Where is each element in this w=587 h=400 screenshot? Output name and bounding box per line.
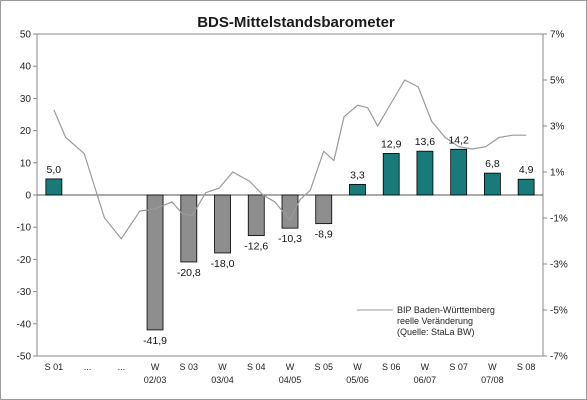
category-label: S 05 [314,362,333,372]
right-axis-ticks: 7% 5% 3% 1% -1% -3% -5% -7% [543,30,568,363]
legend-text-3: (Quelle: StaLa BW) [397,327,475,337]
category-label: W [421,362,430,372]
category-label: ... [84,362,92,372]
bar-value-label: 14,2 [448,134,469,146]
category-label: W [488,362,497,372]
category-label: S 01 [45,362,64,372]
chart-title: BDS-Mittelstandsbarometer [197,14,395,31]
category-labels: S 01...... W 02/03 S 03 W 03/04 S 04 W 04/05 S 05… [45,362,536,385]
category-label: W [286,362,295,372]
category-label: W [353,362,362,372]
bar-value-label: -12,6 [244,241,268,253]
left-tick-label: 20 [20,126,32,137]
category-sublabel: 06/07 [414,375,437,385]
bar-value-label: 12,9 [381,138,402,150]
legend-text-2: reelle Veränderung [397,316,473,326]
bar-value-label: 5,0 [47,164,62,176]
category-label: S 07 [449,362,468,372]
category-label: S 03 [180,362,199,372]
left-tick-label: 40 [20,62,32,73]
bar [450,148,468,196]
left-tick-label: -50 [17,352,32,363]
bar [45,178,63,196]
bar [214,194,231,254]
category-label: S 06 [382,362,401,372]
bar [247,194,265,236]
category-label: ... [118,362,126,372]
right-tick-label: -3% [550,260,568,271]
left-tick-label: 30 [20,94,32,105]
category-sublabel: 07/08 [481,375,504,385]
bar-value-label: -8,9 [315,229,333,241]
right-tick-label: 1% [550,168,565,179]
category-label: S 08 [517,362,536,372]
left-tick-label: -10 [17,223,32,234]
left-tick-label: -40 [17,319,32,330]
legend: BIP Baden-Württemberg reelle Veränderung… [357,305,495,337]
right-tick-label: 3% [550,122,565,133]
category-label: S 04 [247,362,266,372]
bar [483,172,501,196]
right-tick-label: 5% [550,76,565,87]
left-tick-label: -20 [17,255,32,266]
left-tick-label: 10 [20,158,32,169]
bar [180,194,198,263]
category-label: W [151,362,160,372]
category-sublabel: 04/05 [279,375,302,385]
bar [416,150,434,196]
bar [517,178,535,196]
bar [281,194,299,229]
left-tick-label: 0 [25,191,31,202]
category-sublabel: 02/03 [144,375,167,385]
bar [315,194,333,225]
right-tick-label: -1% [550,214,568,225]
bar-value-label: 6,8 [485,158,500,170]
right-tick-label: 7% [550,30,565,41]
bar [349,183,366,196]
bar-value-label: -10,3 [278,233,302,245]
bar-value-label: -41,9 [143,335,167,347]
bar-value-label: 13,6 [415,136,436,148]
left-tick-label: 50 [20,30,32,41]
category-label: W [218,362,227,372]
category-sublabel: 05/06 [346,375,369,385]
data-labels: 5,0 -41,9 -20,8 -18,0 -12,6 -10,3 -8,9 3,3 12,9 1… [47,134,534,347]
bip-series-line [53,79,527,240]
left-axis-ticks: 50 40 30 20 10 0 -10 -20 -30 -40 -50 [17,30,37,363]
legend-text-1: BIP Baden-Württemberg [397,305,495,315]
bar-value-label: 4,9 [519,164,534,176]
bar-value-label: -20,8 [177,267,201,279]
right-tick-label: -5% [550,306,568,317]
bar [382,153,400,196]
right-tick-label: -7% [550,352,568,363]
bar-value-label: -18,0 [211,258,235,270]
bar-value-label: 3,3 [350,169,365,181]
bars [45,148,535,331]
bar [146,194,164,331]
left-tick-label: -30 [17,287,32,298]
category-sublabel: 03/04 [211,375,234,385]
